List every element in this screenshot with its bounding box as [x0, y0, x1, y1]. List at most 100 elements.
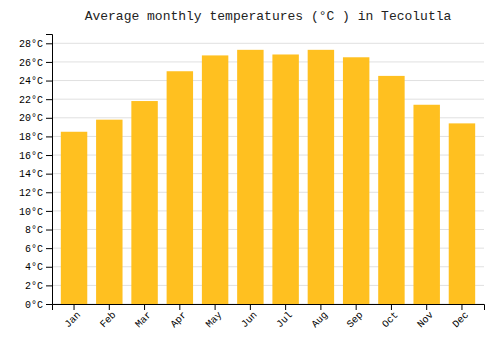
tick-label: 26°C [19, 58, 43, 69]
tick-label: Mar [133, 310, 154, 331]
tick-label: Jul [274, 310, 295, 331]
grid [52, 43, 484, 304]
y-axis: 0°C 2°C 4°C 6°C 8°C 10°C 12°C 14°C 16°C 18°C 20°C 2… [19, 35, 53, 311]
bar [202, 55, 228, 304]
tick-label: 20°C [19, 113, 43, 124]
tick-mark [46, 174, 52, 175]
tick-mark [215, 304, 216, 310]
bar [378, 76, 404, 304]
tick-mark [46, 118, 52, 119]
grid-line [52, 43, 484, 44]
tick: 26°C [19, 58, 52, 69]
tick: Dec [451, 304, 472, 330]
tick: Aug [310, 304, 331, 330]
tick-mark [391, 304, 392, 310]
tick: Jun [239, 304, 260, 330]
tick-label: Jan [63, 310, 84, 331]
tick-label: Dec [451, 310, 472, 331]
tick: 24°C [19, 76, 52, 87]
tick-label: May [204, 310, 225, 331]
bar [413, 105, 439, 304]
grid-line [52, 99, 484, 100]
tick-mark [46, 248, 52, 249]
bar [61, 132, 87, 304]
tick: 2°C [25, 281, 52, 292]
tick-label: Aug [310, 310, 331, 331]
tick-mark [46, 304, 52, 305]
tick: 4°C [25, 262, 52, 273]
axis-domain [46, 35, 53, 305]
tick-label: 18°C [19, 132, 43, 143]
tick-label: 6°C [25, 244, 43, 255]
tick-mark [356, 304, 357, 310]
bars [61, 50, 475, 304]
tick-label: 10°C [19, 207, 43, 218]
tick-label: Apr [169, 310, 190, 331]
tick-label: 22°C [19, 95, 43, 106]
grid-line [52, 61, 484, 62]
tick-label: 2°C [25, 281, 43, 292]
tick: 28°C [19, 39, 52, 50]
tick: Jan [63, 304, 84, 330]
tick-mark [461, 304, 462, 310]
chart: 0°C 2°C 4°C 6°C 8°C 10°C 12°C 14°C 16°C 18°C 20°C 2… [0, 0, 500, 350]
bar [237, 50, 263, 304]
bar [96, 120, 122, 304]
tick-label: Nov [415, 310, 436, 331]
tick: Oct [380, 304, 401, 330]
tick-mark [320, 304, 321, 310]
tick-mark [46, 136, 52, 137]
tick-label: Jun [239, 310, 260, 331]
bar [449, 123, 475, 304]
tick: Mar [133, 304, 154, 330]
tick: Jul [274, 304, 295, 330]
tick: 18°C [19, 132, 52, 143]
tick-mark [144, 304, 145, 310]
tick: 8°C [25, 225, 52, 236]
tick: 22°C [19, 95, 52, 106]
tick-mark [179, 304, 180, 310]
tick-label: 24°C [19, 76, 43, 87]
tick: Feb [98, 304, 119, 330]
tick-mark [285, 304, 286, 310]
tick-label: Sep [345, 310, 366, 331]
tick: Sep [345, 304, 366, 330]
bar [308, 50, 334, 304]
tick-mark [46, 192, 52, 193]
tick-label: 8°C [25, 225, 43, 236]
tick-mark [46, 285, 52, 286]
tick-mark [46, 230, 52, 231]
bar [272, 54, 298, 304]
tick-mark [250, 304, 251, 310]
tick-mark [46, 43, 52, 44]
bar [131, 101, 157, 304]
tick-label: Oct [380, 310, 401, 331]
x-axis: Jan Feb Mar Apr May Jun Jul Aug Sep Oct Nov Dec [53, 304, 485, 330]
tick-mark [426, 304, 427, 310]
tick: May [204, 304, 225, 330]
tick-mark [74, 304, 75, 310]
tick-mark [109, 304, 110, 310]
title: Average monthly temperatures (°C ) in Te… [85, 9, 452, 24]
tick-mark [46, 81, 52, 82]
tick-label: 12°C [19, 188, 43, 199]
grid-line [52, 80, 484, 81]
axis-domain [53, 305, 485, 311]
tick-label: 16°C [19, 151, 43, 162]
tick: 14°C [19, 169, 52, 180]
tick: 10°C [19, 207, 52, 218]
tick-mark [46, 62, 52, 63]
tick: 0°C [25, 300, 52, 311]
tick-mark [46, 99, 52, 100]
tick: 6°C [25, 244, 52, 255]
bar [167, 71, 193, 304]
tick: 12°C [19, 188, 52, 199]
tick: Apr [169, 304, 190, 330]
tick-label: 0°C [25, 300, 43, 311]
plot-area: 0°C 2°C 4°C 6°C 8°C 10°C 12°C 14°C 16°C 18°C 20°C 2… [19, 35, 485, 331]
tick-label: 28°C [19, 39, 43, 50]
tick: 20°C [19, 113, 52, 124]
tick-label: 14°C [19, 169, 43, 180]
bar [343, 57, 369, 304]
tick-mark [46, 211, 52, 212]
